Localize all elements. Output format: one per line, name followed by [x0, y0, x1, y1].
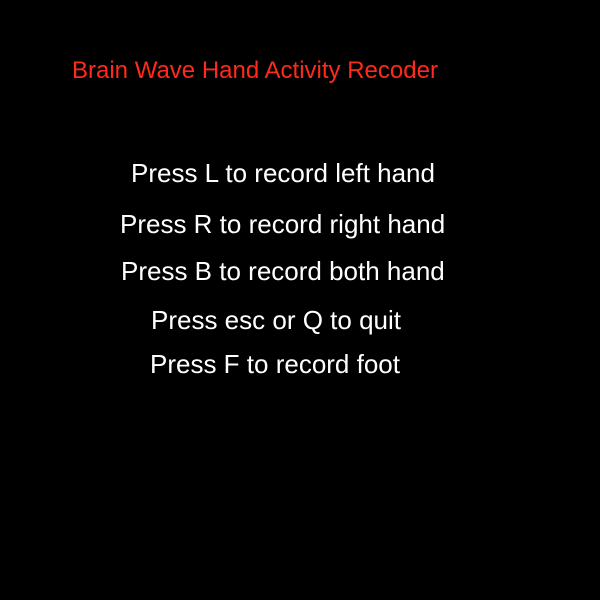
instruction-both-hands: Press B to record both hand	[121, 256, 445, 286]
instruction-foot: Press F to record foot	[150, 349, 400, 379]
instruction-right-hand: Press R to record right hand	[120, 209, 446, 239]
instruction-left-hand: Press L to record left hand	[131, 158, 435, 188]
instruction-quit: Press esc or Q to quit	[151, 305, 401, 335]
app-title: Brain Wave Hand Activity Recoder	[72, 57, 438, 84]
